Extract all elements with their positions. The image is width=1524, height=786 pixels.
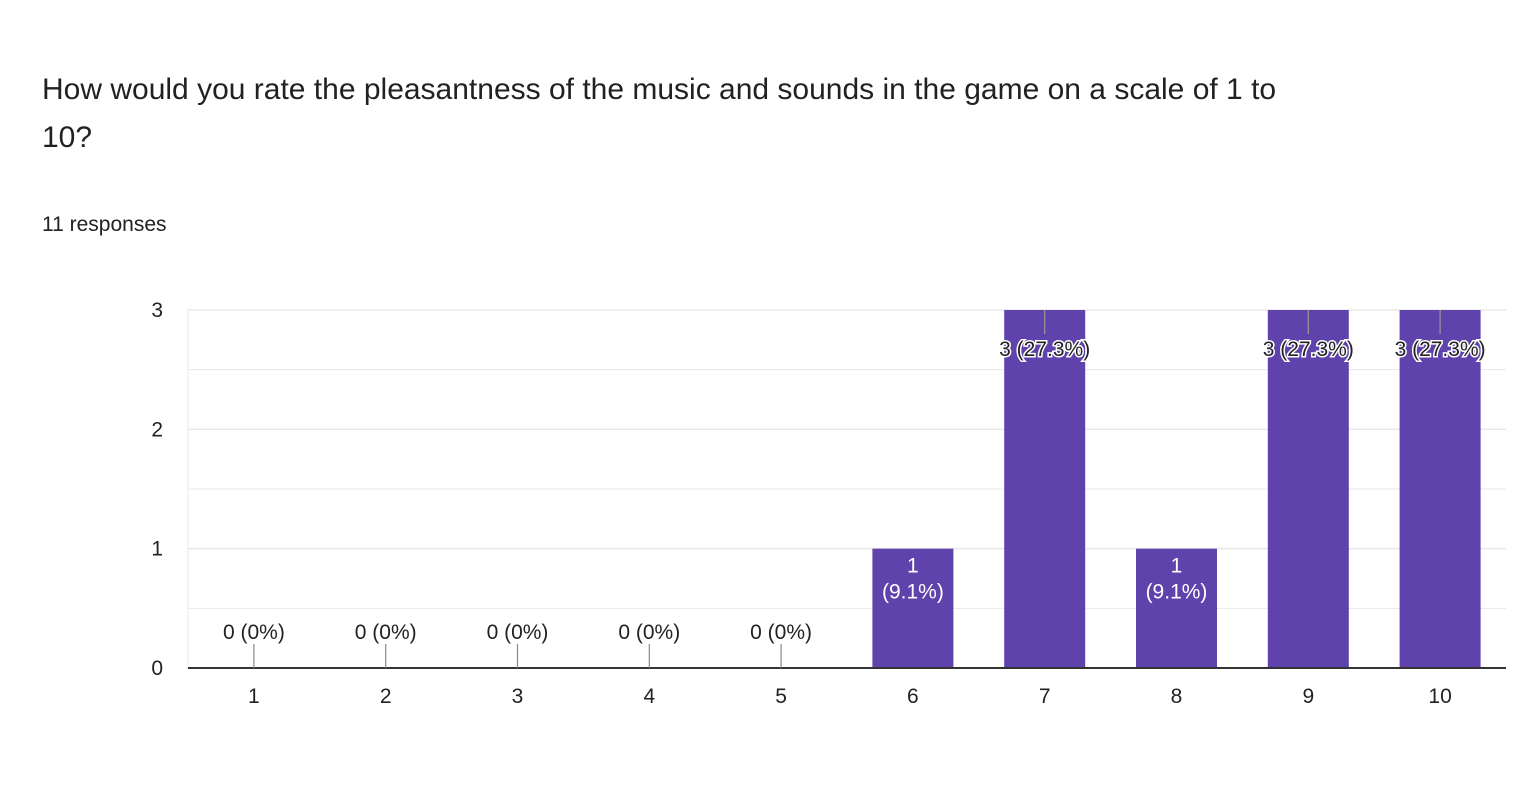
bar-data-label: 1 (9.1%) (1146, 555, 1208, 604)
bars (872, 310, 1481, 668)
bar (1136, 548, 1217, 668)
bar-data-label: 3 (27.3%) (1263, 338, 1354, 361)
bar-data-label: 0 (0%) (223, 621, 285, 644)
bar (1004, 310, 1086, 668)
bar-data-label: 1 (9.1%) (882, 555, 944, 604)
x-tick-label: 9 (1302, 685, 1314, 708)
x-tick-label: 10 (1428, 685, 1451, 708)
bar (1399, 310, 1481, 668)
x-tick-label: 1 (248, 685, 260, 708)
x-tick-label: 3 (512, 685, 524, 708)
x-tick-label: 7 (1039, 685, 1051, 708)
bar-data-label: 0 (0%) (355, 621, 417, 644)
bar-data-label: 0 (0%) (750, 621, 812, 644)
bar-data-label: 0 (0%) (487, 621, 549, 644)
bar-data-label: 3 (27.3%) (1395, 338, 1486, 361)
bar-data-label: 3 (27.3%) (999, 338, 1090, 361)
data-labels: 0 (0%) 0 (0%) 0 (0%) 0 (0%) 0 (0%) 1 (9.1%) 3 (… (223, 310, 1487, 668)
x-tick-label: 5 (775, 685, 787, 708)
axes: 0 1 2 3 1 2 3 4 5 6 7 8 9 10 (151, 299, 1506, 708)
y-tick-label: 3 (151, 299, 163, 322)
y-tick-label: 1 (151, 538, 163, 561)
bar (1267, 310, 1349, 668)
x-tick-label: 8 (1171, 685, 1183, 708)
x-tick-label: 4 (643, 685, 655, 708)
bar-data-label: 0 (0%) (618, 621, 680, 644)
x-tick-label: 2 (380, 685, 392, 708)
question-title: How would you rate the pleasantness of t… (42, 73, 1277, 154)
x-tick-label: 6 (907, 685, 919, 708)
response-count: 11 responses (42, 213, 167, 236)
y-tick-label: 2 (151, 418, 163, 441)
bar (872, 548, 954, 668)
y-tick-label: 0 (151, 657, 163, 680)
